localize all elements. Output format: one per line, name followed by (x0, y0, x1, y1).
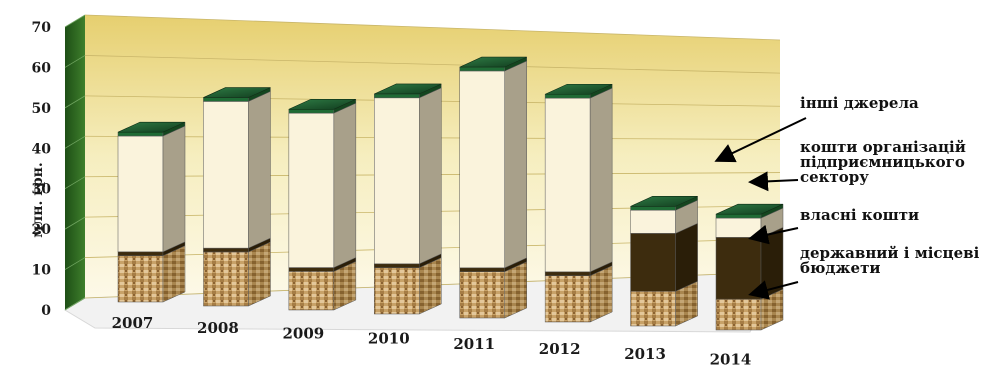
legend-arrow-own (748, 224, 799, 245)
bar-other-2012 (544, 94, 591, 99)
bar-own-2011 (459, 267, 505, 272)
x-category-label: 2014 (710, 350, 752, 368)
bar-top-2014 (715, 203, 784, 215)
x-category-label: 2013 (624, 345, 666, 363)
gridline-left (64, 176, 86, 190)
bar-enterprise-2012 (544, 97, 591, 273)
bar-other-2007 (117, 131, 164, 137)
y-tick-label: 60 (32, 60, 52, 76)
y-axis-label: млн. грн. (30, 162, 46, 238)
bar-other-2009 (288, 109, 335, 114)
bar-budget-2007 (117, 255, 164, 303)
x-category-label: 2007 (112, 314, 154, 332)
bar-other-2014 (715, 213, 762, 219)
bar-side-enterprise-2012 (589, 87, 613, 273)
bar-enterprise-2014 (715, 217, 762, 238)
bar-enterprise-2013 (630, 209, 676, 234)
bar-own-2014 (715, 237, 762, 300)
bar-side-budget-2008 (248, 241, 271, 307)
bar-enterprise-2011 (459, 70, 505, 269)
bar-other-2013 (630, 206, 676, 211)
x-category-label: 2008 (197, 319, 239, 337)
bar-enterprise-2009 (288, 112, 335, 268)
bar-own-2007 (117, 251, 164, 256)
gridline (84, 14, 781, 41)
gridline-left (64, 216, 86, 230)
bar-other-2011 (459, 66, 505, 72)
bar-enterprise-2010 (374, 97, 420, 265)
bar-budget-2009 (288, 271, 335, 311)
bar-budget-2013 (630, 291, 676, 327)
bar-top-2008 (203, 87, 271, 98)
bar-other-2008 (203, 97, 249, 102)
bar-enterprise-2008 (203, 101, 249, 249)
y-tick-label: 50 (32, 101, 52, 117)
gridline-left (64, 135, 86, 149)
y-tick-label: 30 (32, 182, 52, 198)
gridline-left (64, 297, 86, 311)
legend-label-own: власні кошти (800, 206, 920, 224)
x-category-label: 2009 (282, 324, 324, 342)
y-tick-label: 10 (32, 263, 52, 279)
bar-top-2012 (545, 83, 613, 95)
legend-arrow-enterprise (748, 171, 799, 192)
bar-own-2009 (288, 267, 335, 272)
gridline-left (64, 14, 86, 28)
bar-side-enterprise-2008 (248, 91, 271, 249)
legend-label-budget: державний і місцеві бюджети (800, 244, 980, 277)
bar-other-2010 (374, 93, 420, 99)
x-category-label: 2011 (453, 335, 495, 353)
y-tick-label: 20 (32, 222, 52, 238)
bar-top-2011 (459, 56, 527, 68)
bar-top-2013 (630, 196, 698, 207)
legend-arrow-other (714, 117, 807, 163)
legend-label-other: інші джерела (800, 94, 919, 112)
bar-top-2007 (117, 121, 186, 133)
y-tick-label: 40 (32, 141, 52, 157)
bar-side-enterprise-2010 (419, 87, 442, 265)
gridline-left (64, 55, 86, 68)
bar-side-enterprise-2011 (504, 60, 527, 269)
gridline (84, 55, 781, 74)
bar-top-2009 (288, 98, 356, 110)
legend-label-enterprise: кошти організацій підприємницького секто… (800, 138, 966, 186)
bar-budget-2014 (715, 298, 762, 331)
bar-side-enterprise-2007 (162, 125, 186, 253)
bar-budget-2008 (203, 251, 249, 307)
bar-budget-2011 (459, 271, 505, 319)
left-wall (65, 15, 85, 310)
bar-own-2012 (544, 271, 591, 276)
bar-own-2013 (630, 233, 676, 292)
gridline-left (64, 257, 86, 270)
bar-budget-2012 (544, 275, 591, 323)
y-tick-label: 70 (32, 20, 52, 36)
legend-arrow-budget (748, 280, 799, 300)
bar-enterprise-2007 (117, 135, 164, 253)
bar-side-own-2013 (675, 222, 698, 292)
x-category-label: 2012 (539, 340, 581, 358)
bar-own-2010 (374, 263, 420, 268)
bar-top-2010 (374, 83, 442, 95)
bar-budget-2010 (374, 267, 420, 315)
y-tick-label: 0 (41, 303, 51, 319)
bar-own-2008 (203, 247, 249, 253)
x-category-label: 2010 (368, 330, 410, 348)
bar-side-enterprise-2009 (333, 102, 357, 268)
gridline-left (64, 95, 86, 109)
